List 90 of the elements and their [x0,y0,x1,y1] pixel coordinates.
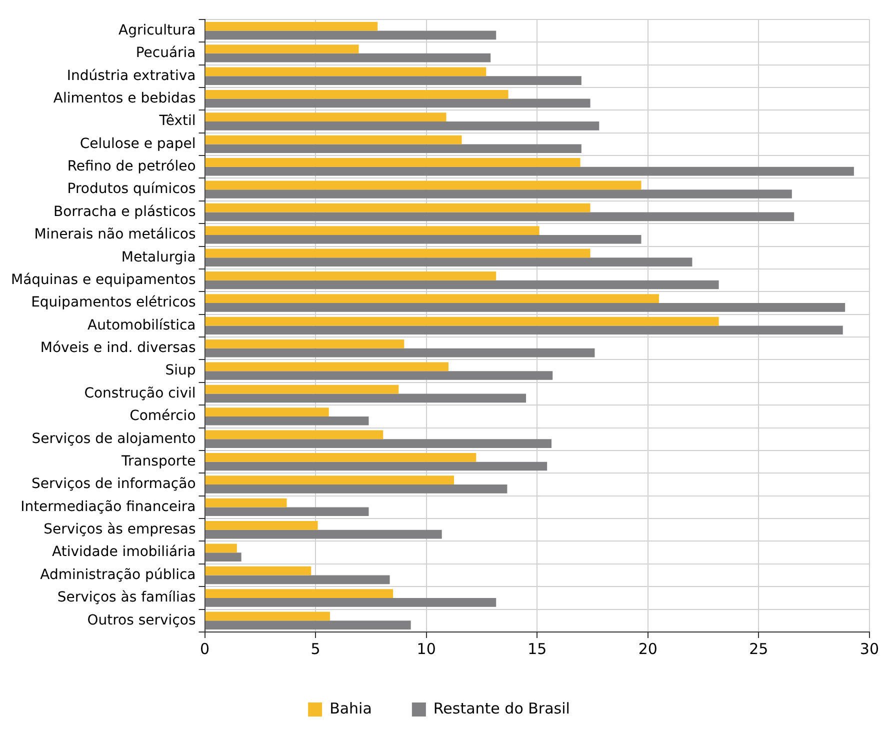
y-tick-label: Serviços de informação [32,476,196,492]
y-tick-label: Têxtil [158,113,196,130]
bar [205,316,719,326]
y-tick-label: Outros serviços [87,612,196,628]
bar [205,521,318,530]
bar [205,484,508,494]
legend-label: Restante do Brasil [433,699,570,718]
bar [205,144,582,154]
bar [205,135,462,144]
bar [205,303,846,312]
legend-label: Bahia [330,699,372,718]
bar [205,294,659,304]
bar [205,248,590,258]
y-tick-label: Serviços às empresas [44,522,196,538]
bar [205,226,540,235]
y-tick-label: Comércio [130,408,196,424]
bar [205,158,580,167]
bar [205,122,600,130]
x-tick-label: 25 [749,640,768,658]
y-tick-label: Alimentos e bebidas [53,90,196,106]
bar [205,362,448,372]
y-tick-label: Equipamentos elétricos [31,294,196,311]
bar [205,384,399,394]
y-tick-label: Celulose e papel [80,136,196,152]
bar [205,462,548,471]
y-tick-label: Siup [165,362,196,379]
y-tick-label: Agricultura [118,22,196,38]
x-tick-label: 20 [638,640,658,658]
y-tick-label: Intermediação financeira [20,498,196,515]
bar [205,212,794,222]
bar [205,180,642,190]
bar [205,408,329,416]
bar [205,258,692,266]
bar [205,22,378,31]
bar [205,452,476,462]
bar [205,90,508,99]
y-tick-label: Produtos químicos [67,181,196,198]
bar [205,44,359,54]
x-tick-label: 10 [416,640,436,658]
bar [205,620,411,630]
bar [205,498,287,508]
y-tick-label: Pecuária [136,45,196,62]
y-tick-label: Transporte [120,453,196,470]
bar [205,280,719,290]
bar [205,598,496,607]
y-tick-label: Móveis e ind. diversas [40,340,196,356]
bar [205,203,590,212]
x-tick-label: 15 [528,640,547,658]
y-tick-label: Metalurgia [121,249,196,266]
bar [205,53,491,62]
bar [205,371,553,380]
y-tick-label: Minerais não metálicos [34,226,196,243]
bar [205,612,330,621]
bar [205,67,486,76]
bar [205,507,369,516]
bar [205,544,237,553]
bar [205,439,552,448]
bar [205,76,582,85]
y-tick-label: Serviços às famílias [57,590,196,606]
bar [205,234,642,244]
bar [205,552,242,562]
bar [205,326,843,335]
x-tick-label: 30 [860,640,880,658]
y-tick-label: Administração pública [40,566,196,583]
y-tick-label: Refino de petróleo [67,158,196,175]
y-tick-label: Borracha e plásticos [54,204,196,220]
bar [205,566,312,576]
x-tick-label: 5 [310,640,320,658]
bar [205,530,442,539]
y-tick-label: Automobilística [88,317,196,334]
bar [205,589,394,598]
bar [205,30,496,40]
bar [205,98,590,108]
bar [205,190,792,198]
bar [205,575,390,584]
bar [205,394,526,403]
y-tick-label: Atividade imobiliária [52,544,196,560]
y-tick-label: Máquinas e equipamentos [10,272,196,288]
y-tick-label: Indústria extrativa [66,68,196,84]
bar [205,348,595,358]
bar [205,416,369,426]
bar [205,271,496,280]
bar [205,340,404,348]
bar [205,430,384,440]
y-tick-label: Serviços de alojamento [32,430,196,447]
bar [205,166,854,176]
x-tick-label: 0 [200,640,210,658]
bar [205,476,454,485]
bar [205,112,446,122]
y-tick-label: Construção civil [84,385,196,402]
